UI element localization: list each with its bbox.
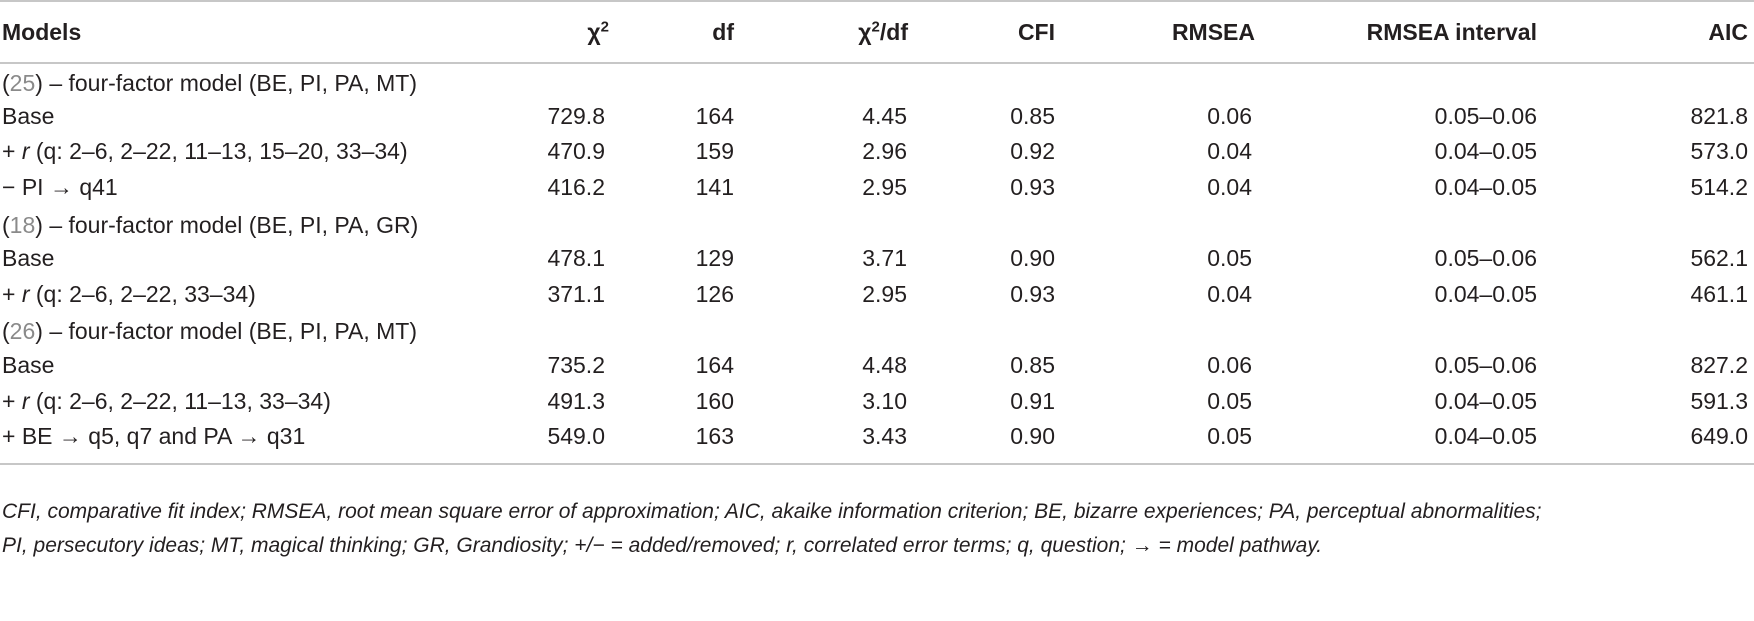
- cell-cfi: 0.93: [1010, 280, 1055, 307]
- cell-chi-square: 735.2: [547, 352, 605, 379]
- group-header-row: (26) – four-factor model (BE, PI, PA, MT…: [0, 312, 1754, 348]
- cell-model: + r (q: 2–6, 2–22, 11–13, 33–34): [2, 387, 331, 414]
- footnote-line-1: CFI, comparative fit index; RMSEA, root …: [2, 500, 1542, 523]
- header-aic: AIC: [1553, 0, 1754, 64]
- cell-model: − PI → q41: [2, 174, 118, 201]
- cell-chi-square: 478.1: [547, 245, 605, 272]
- cell-chi-square-df: 2.95: [862, 174, 907, 201]
- cell-rmsea-interval: 0.04–0.05: [1434, 280, 1537, 307]
- cell-cfi: 0.92: [1010, 138, 1055, 165]
- table-row: + r (q: 2–6, 2–22, 33–34) 371.1 126 2.95 0.9…: [0, 277, 1754, 313]
- group-label: (18) – four-factor model (BE, PI, PA, GR…: [2, 211, 419, 238]
- group-label: (26) – four-factor model (BE, PI, PA, MT…: [2, 318, 417, 345]
- cell-df: 164: [695, 352, 734, 379]
- cell-aic: 821.8: [1690, 102, 1748, 129]
- cell-model: Base: [2, 245, 55, 272]
- cell-df: 159: [695, 138, 734, 165]
- footnote-line-2: PI, persecutory ideas; MT, magical think…: [2, 534, 1323, 557]
- cell-df: 160: [695, 387, 734, 414]
- cell-chi-square-df: 3.71: [862, 245, 907, 272]
- cell-chi-square: 416.2: [547, 174, 605, 201]
- cell-rmsea: 0.05: [1207, 387, 1252, 414]
- reference-link[interactable]: 18: [9, 211, 36, 238]
- cell-df: 129: [695, 245, 734, 272]
- cell-model: + r (q: 2–6, 2–22, 11–13, 15–20, 33–34): [2, 138, 408, 165]
- group-header-row: (18) – four-factor model (BE, PI, PA, GR…: [0, 205, 1754, 241]
- table-row: + BE → q5, q7 and PA → q31 549.0 163 3.43 0.…: [0, 418, 1754, 465]
- cell-model: + BE → q5, q7 and PA → q31: [0, 418, 500, 465]
- cell-chi-square: 729.8: [547, 102, 605, 129]
- cell-rmsea-interval: 0.05–0.06: [1434, 352, 1537, 379]
- cell-aic: 827.2: [1690, 352, 1748, 379]
- cell-rmsea: 0.05: [1086, 418, 1285, 465]
- cell-cfi: 0.90: [934, 418, 1086, 465]
- cell-df: 164: [695, 102, 734, 129]
- cell-cfi: 0.91: [1010, 387, 1055, 414]
- cell-cfi: 0.90: [1010, 245, 1055, 272]
- header-chi-square: χ2: [500, 0, 623, 64]
- cell-chi-square-df: 2.96: [862, 138, 907, 165]
- table-row: + r (q: 2–6, 2–22, 11–13, 33–34) 491.3 160…: [0, 383, 1754, 419]
- cell-aic: 514.2: [1690, 174, 1748, 201]
- cell-rmsea: 0.04: [1207, 174, 1252, 201]
- group-header-row: (25) – four-factor model (BE, PI, PA, MT…: [0, 63, 1754, 99]
- cell-aic: 461.1: [1690, 280, 1748, 307]
- cell-chi-square-df: 3.10: [862, 387, 907, 414]
- table-row: + r (q: 2–6, 2–22, 11–13, 15–20, 33–34) 4…: [0, 134, 1754, 170]
- header-models: Models: [0, 0, 500, 64]
- cell-cfi: 0.93: [1010, 174, 1055, 201]
- cell-rmsea-interval: 0.04–0.05: [1434, 387, 1537, 414]
- cell-rmsea: 0.05: [1207, 245, 1252, 272]
- cell-aic: 649.0: [1553, 418, 1754, 465]
- cell-chi-square: 371.1: [547, 280, 605, 307]
- header-df: df: [623, 0, 772, 64]
- cell-rmsea: 0.04: [1207, 280, 1252, 307]
- cell-cfi: 0.85: [1010, 352, 1055, 379]
- table-row: Base 729.8 164 4.45 0.85 0.06 0.05–0.06 821.8: [0, 99, 1754, 135]
- cell-aic: 591.3: [1690, 387, 1748, 414]
- cell-df: 141: [695, 174, 734, 201]
- cell-rmsea: 0.06: [1207, 352, 1252, 379]
- cell-rmsea-interval: 0.04–0.05: [1434, 174, 1537, 201]
- header-rmsea: RMSEA: [1086, 0, 1285, 64]
- cell-aic: 573.0: [1690, 138, 1748, 165]
- header-cfi: CFI: [934, 0, 1086, 64]
- cell-model: + r (q: 2–6, 2–22, 33–34): [2, 280, 256, 307]
- cell-rmsea-interval: 0.05–0.06: [1434, 245, 1537, 272]
- table-footnote: CFI, comparative fit index; RMSEA, root …: [2, 495, 1752, 563]
- cell-aic: 562.1: [1690, 245, 1748, 272]
- cell-df: 163: [623, 418, 772, 465]
- table-row: Base 478.1 129 3.71 0.90 0.05 0.05–0.06 562.1: [0, 241, 1754, 277]
- table-body: (25) – four-factor model (BE, PI, PA, MT…: [0, 63, 1754, 465]
- cell-rmsea-interval: 0.05–0.06: [1434, 102, 1537, 129]
- cell-chi-square: 491.3: [547, 387, 605, 414]
- cell-chi-square: 549.0: [500, 418, 623, 465]
- header-rmsea-interval: RMSEA interval: [1285, 0, 1553, 64]
- table-row: − PI → q41 416.2 141 2.95 0.93 0.04 0.04–0.05 5…: [0, 170, 1754, 206]
- model-fit-table: Models χ2 df χ2/df CFI RMSEA RMSEA inter…: [0, 0, 1754, 465]
- table-row: Base 735.2 164 4.48 0.85 0.06 0.05–0.06 827.2: [0, 348, 1754, 384]
- header-chi-square-df: χ2/df: [772, 0, 934, 64]
- cell-model: Base: [2, 102, 55, 129]
- cell-chi-square-df: 4.48: [862, 352, 907, 379]
- cell-rmsea: 0.04: [1207, 138, 1252, 165]
- cell-chi-square-df: 3.43: [772, 418, 934, 465]
- cell-cfi: 0.85: [1010, 102, 1055, 129]
- cell-rmsea-interval: 0.04–0.05: [1285, 418, 1553, 465]
- cell-df: 126: [695, 280, 734, 307]
- group-label: (25) – four-factor model (BE, PI, PA, MT…: [2, 69, 417, 96]
- reference-link[interactable]: 26: [9, 318, 36, 345]
- cell-model: Base: [2, 352, 55, 379]
- cell-rmsea-interval: 0.04–0.05: [1434, 138, 1537, 165]
- reference-link[interactable]: 25: [9, 69, 36, 96]
- header-row: Models χ2 df χ2/df CFI RMSEA RMSEA inter…: [0, 0, 1754, 64]
- cell-chi-square-df: 2.95: [862, 280, 907, 307]
- cell-rmsea: 0.06: [1207, 102, 1252, 129]
- cell-chi-square-df: 4.45: [862, 102, 907, 129]
- cell-chi-square: 470.9: [547, 138, 605, 165]
